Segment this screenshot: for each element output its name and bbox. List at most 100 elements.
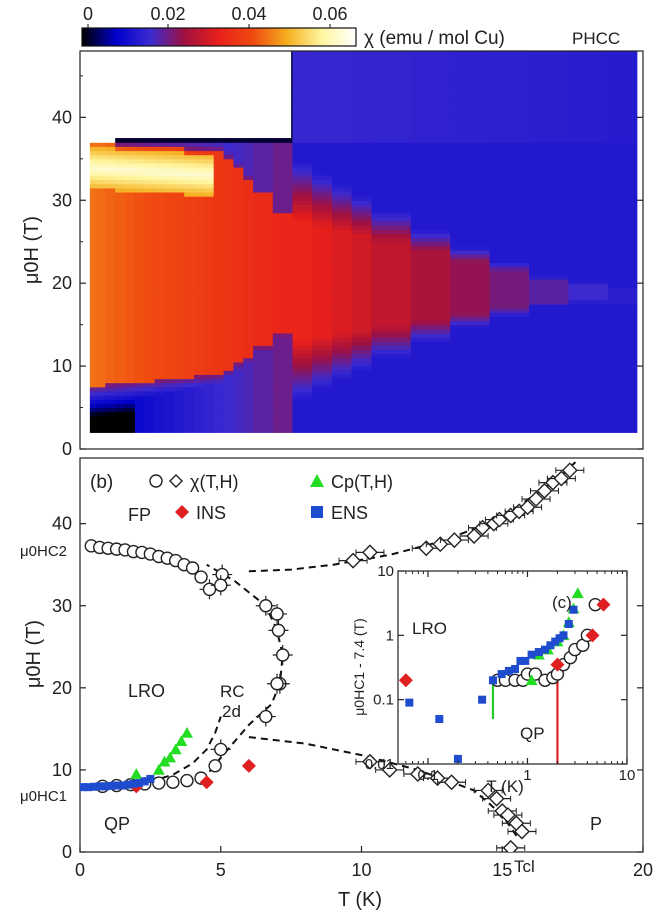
inset-point-diamond-filled [398, 673, 413, 688]
y-tick-label: 20 [52, 273, 72, 293]
data-point-triangle [130, 768, 143, 779]
inset-c-lro: LRO [412, 619, 447, 638]
x-tick-label: 10 [351, 860, 371, 880]
data-point-square [118, 781, 127, 790]
data-point-circle [271, 623, 286, 638]
x-tick-label: 5 [216, 860, 226, 880]
x-tick-label: 0.1 [418, 767, 439, 784]
region-p: P [590, 814, 602, 834]
x-tick-label: 15 [492, 860, 512, 880]
data-point-square [146, 774, 155, 783]
region-qp: QP [104, 814, 130, 834]
colorbar-tick-2: 0.04 [231, 4, 266, 24]
inset-point-triangle [525, 674, 538, 686]
data-point-diamond [446, 532, 463, 549]
y-tick-label: 0 [62, 439, 72, 459]
legend-diamond-marker [169, 474, 183, 488]
colorbar: 0 0.02 0.04 0.06 χ (emu / mol Cu) [81, 4, 505, 49]
inset-point-square [504, 666, 513, 675]
data-point-diamond [513, 823, 530, 840]
legend-chi: χ(T,H) [190, 472, 238, 492]
data-point-diamond [491, 511, 508, 528]
data-point-square [129, 779, 138, 788]
label-hc1: μ0HC1 [20, 788, 67, 805]
inset-point-square [564, 620, 573, 629]
data-point-square [140, 777, 149, 786]
data-point-circle [259, 599, 273, 613]
colorbar-label: χ (emu / mol Cu) [364, 28, 505, 49]
region-2d: 2d [222, 702, 241, 721]
panel-a-y-axis: 0 10 20 30 40 [52, 75, 643, 459]
inset-point-square [453, 754, 462, 763]
data-point-triangle [169, 743, 182, 755]
inset-point-square [569, 605, 578, 614]
data-point-square [135, 779, 144, 788]
inset-c-qp: QP [520, 724, 545, 743]
y-tick-label: 30 [52, 596, 72, 616]
inset-c-ylabel: μ0HC1 - 7.4 (T) [351, 618, 367, 716]
legend-ens-marker [311, 506, 323, 518]
y-tick-label: 0 [62, 842, 72, 862]
panel-a: (a) 0 10 20 30 40 μ0H (T) [21, 50, 644, 459]
data-point-square [90, 782, 99, 791]
y-tick-label: 10 [52, 356, 72, 376]
panel-b-label: (b) [90, 472, 113, 493]
inset-point-square [534, 648, 543, 657]
inset-point-square [497, 670, 506, 679]
inset-point-square [551, 637, 560, 646]
data-point-circle [259, 709, 273, 724]
legend-ins-marker [175, 505, 189, 519]
x-tick-label: 0 [75, 860, 85, 880]
inset-c-label: (c) [552, 593, 572, 612]
data-point-diamond [345, 552, 362, 569]
data-point-circle [194, 570, 208, 584]
legend: χ(T,H) Cp(T,H) INS ENS [149, 472, 393, 523]
colorbar-tick-3: 0.06 [312, 4, 347, 24]
data-point-circle [275, 648, 290, 662]
x-tick-label: 1 [523, 767, 531, 784]
data-point-square [106, 781, 115, 790]
data-point-square [95, 782, 104, 791]
data-point-square [123, 780, 132, 789]
data-point-circle [208, 759, 222, 773]
inset-c-markers [398, 587, 611, 764]
data-point-diamond [561, 462, 578, 479]
region-lro: LRO [128, 681, 165, 701]
y-tick-label: 20 [52, 678, 72, 698]
inset-point-square [559, 631, 568, 640]
data-point-diamond [519, 499, 536, 516]
label-tcl: Tcl [514, 857, 535, 876]
legend-cp: Cp(T,H) [331, 472, 393, 492]
inset-point-diamond-filled [550, 657, 565, 672]
data-point-square [101, 782, 110, 791]
data-point-square [112, 781, 121, 790]
colorbar-tick-1: 0.02 [150, 4, 185, 24]
data-point-circle [180, 773, 194, 788]
data-point-diamond [502, 839, 519, 852]
data-point-square [80, 783, 87, 792]
data-point-diamond [553, 470, 570, 487]
y-tick-label: 0.01 [365, 756, 394, 773]
data-point-diamond [432, 536, 449, 553]
legend-ins: INS [196, 503, 226, 523]
inset-c: 0.01 0.1 1 10 0.1 1 10 (c) LRO QP T (K) μ0HC1 … [351, 563, 635, 796]
colorbar-tick-0: 0 [83, 4, 93, 24]
panel-b-markers [80, 462, 585, 852]
data-point-circle [214, 742, 228, 757]
data-point-triangle [180, 726, 193, 738]
legend-ens: ENS [331, 503, 368, 523]
inset-point-square [435, 715, 444, 724]
inset-point-square [405, 698, 414, 707]
y-tick-label: 10 [52, 760, 72, 780]
data-point-triangle [152, 763, 165, 775]
inset-point-square [546, 641, 555, 650]
label-hc2: μ0HC2 [20, 543, 67, 560]
inset-point-square [478, 695, 487, 704]
data-point-circle [185, 561, 200, 575]
panel-a-ylabel: μ0H (T) [21, 216, 43, 284]
data-point-triangle [164, 751, 177, 763]
data-point-diamond [361, 544, 378, 561]
boundary-dome-dashed [206, 563, 284, 773]
heatmap [80, 51, 643, 449]
